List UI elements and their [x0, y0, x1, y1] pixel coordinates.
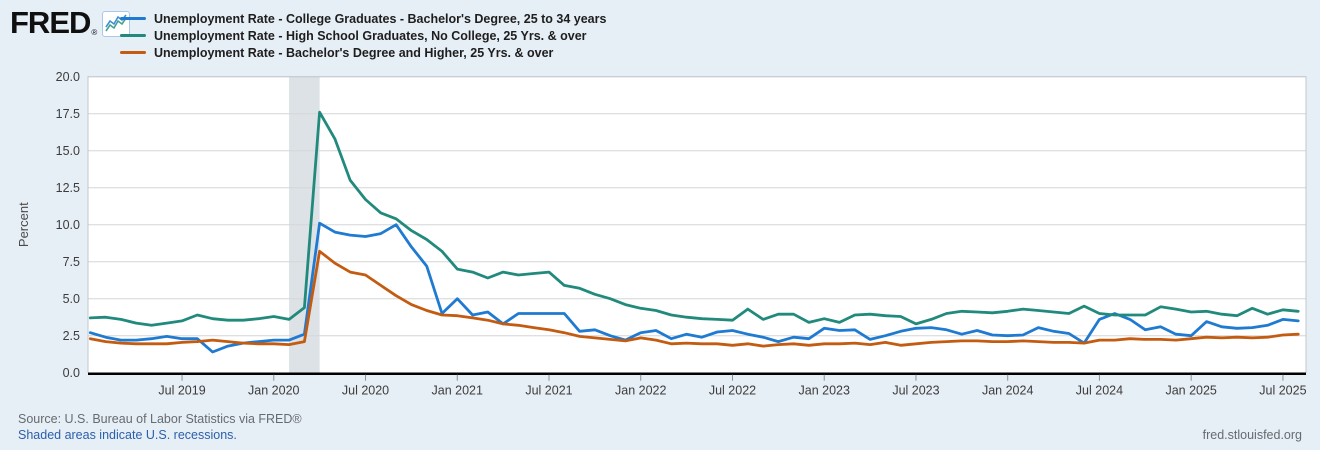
plot-border: [87, 76, 1307, 373]
registered-mark: ®: [91, 28, 98, 37]
svg-text:Jan 2020: Jan 2020: [248, 384, 299, 398]
fred-logo[interactable]: FRED ®: [10, 5, 131, 40]
svg-text:5.0: 5.0: [63, 292, 80, 306]
series-line-2: [88, 249, 1300, 348]
recession-note-link[interactable]: Shaded areas indicate U.S. recessions.: [18, 428, 237, 442]
svg-text:17.5: 17.5: [56, 107, 80, 121]
fred-site-link[interactable]: fred.stlouisfed.org: [1202, 428, 1302, 442]
svg-text:Jul 2021: Jul 2021: [525, 384, 572, 398]
legend-swatch-bachelors-higher-25-over: [120, 51, 146, 54]
legend-swatch-hs-grads-25-over: [120, 34, 146, 37]
x-axis-tick-labels: Jul 2019 Jan 2020 Jul 2020 Jan 2021 Jul 2021…: [158, 374, 1307, 398]
fred-logo-text: FRED: [10, 5, 91, 40]
svg-text:10.0: 10.0: [56, 218, 80, 232]
svg-text:7.5: 7.5: [63, 255, 80, 269]
legend-item: Unemployment Rate - High School Graduate…: [120, 27, 606, 44]
svg-text:Jan 2024: Jan 2024: [982, 384, 1033, 398]
svg-text:Jul 2019: Jul 2019: [158, 384, 205, 398]
legend-label: Unemployment Rate - Bachelor's Degree an…: [154, 45, 554, 60]
svg-text:12.5: 12.5: [56, 181, 80, 195]
series-line-0: [88, 221, 1300, 354]
svg-text:20.0: 20.0: [56, 70, 80, 84]
chart-legend: Unemployment Rate - College Graduates - …: [120, 10, 606, 61]
fred-chart-icon: [102, 11, 131, 37]
legend-label: Unemployment Rate - College Graduates - …: [154, 11, 607, 26]
svg-text:Jul 2023: Jul 2023: [892, 384, 939, 398]
series-line-1: [88, 110, 1300, 327]
svg-text:Jul 2025: Jul 2025: [1259, 384, 1306, 398]
svg-text:2.5: 2.5: [63, 329, 80, 343]
source-attribution: Source: U.S. Bureau of Labor Statistics …: [18, 412, 302, 426]
svg-text:Jan 2021: Jan 2021: [432, 384, 483, 398]
legend-swatch-college-grads-25-34: [120, 17, 146, 20]
svg-text:Jan 2022: Jan 2022: [615, 384, 666, 398]
y-axis-tick-labels: 0.0 2.5 5.0 7.5 10.0 12.5 15.0 17.5 20.0: [56, 70, 80, 380]
svg-text:Jul 2022: Jul 2022: [709, 384, 756, 398]
legend-label: Unemployment Rate - High School Graduate…: [154, 28, 587, 43]
svg-text:Jul 2024: Jul 2024: [1076, 384, 1123, 398]
svg-text:15.0: 15.0: [56, 144, 80, 158]
y-axis-title: Percent: [16, 202, 31, 247]
svg-text:Jan 2023: Jan 2023: [799, 384, 850, 398]
legend-item: Unemployment Rate - Bachelor's Degree an…: [120, 44, 606, 61]
svg-text:0.0: 0.0: [63, 366, 80, 380]
legend-item: Unemployment Rate - College Graduates - …: [120, 10, 606, 27]
svg-text:Jan 2025: Jan 2025: [1165, 384, 1216, 398]
svg-text:Jul 2020: Jul 2020: [342, 384, 389, 398]
